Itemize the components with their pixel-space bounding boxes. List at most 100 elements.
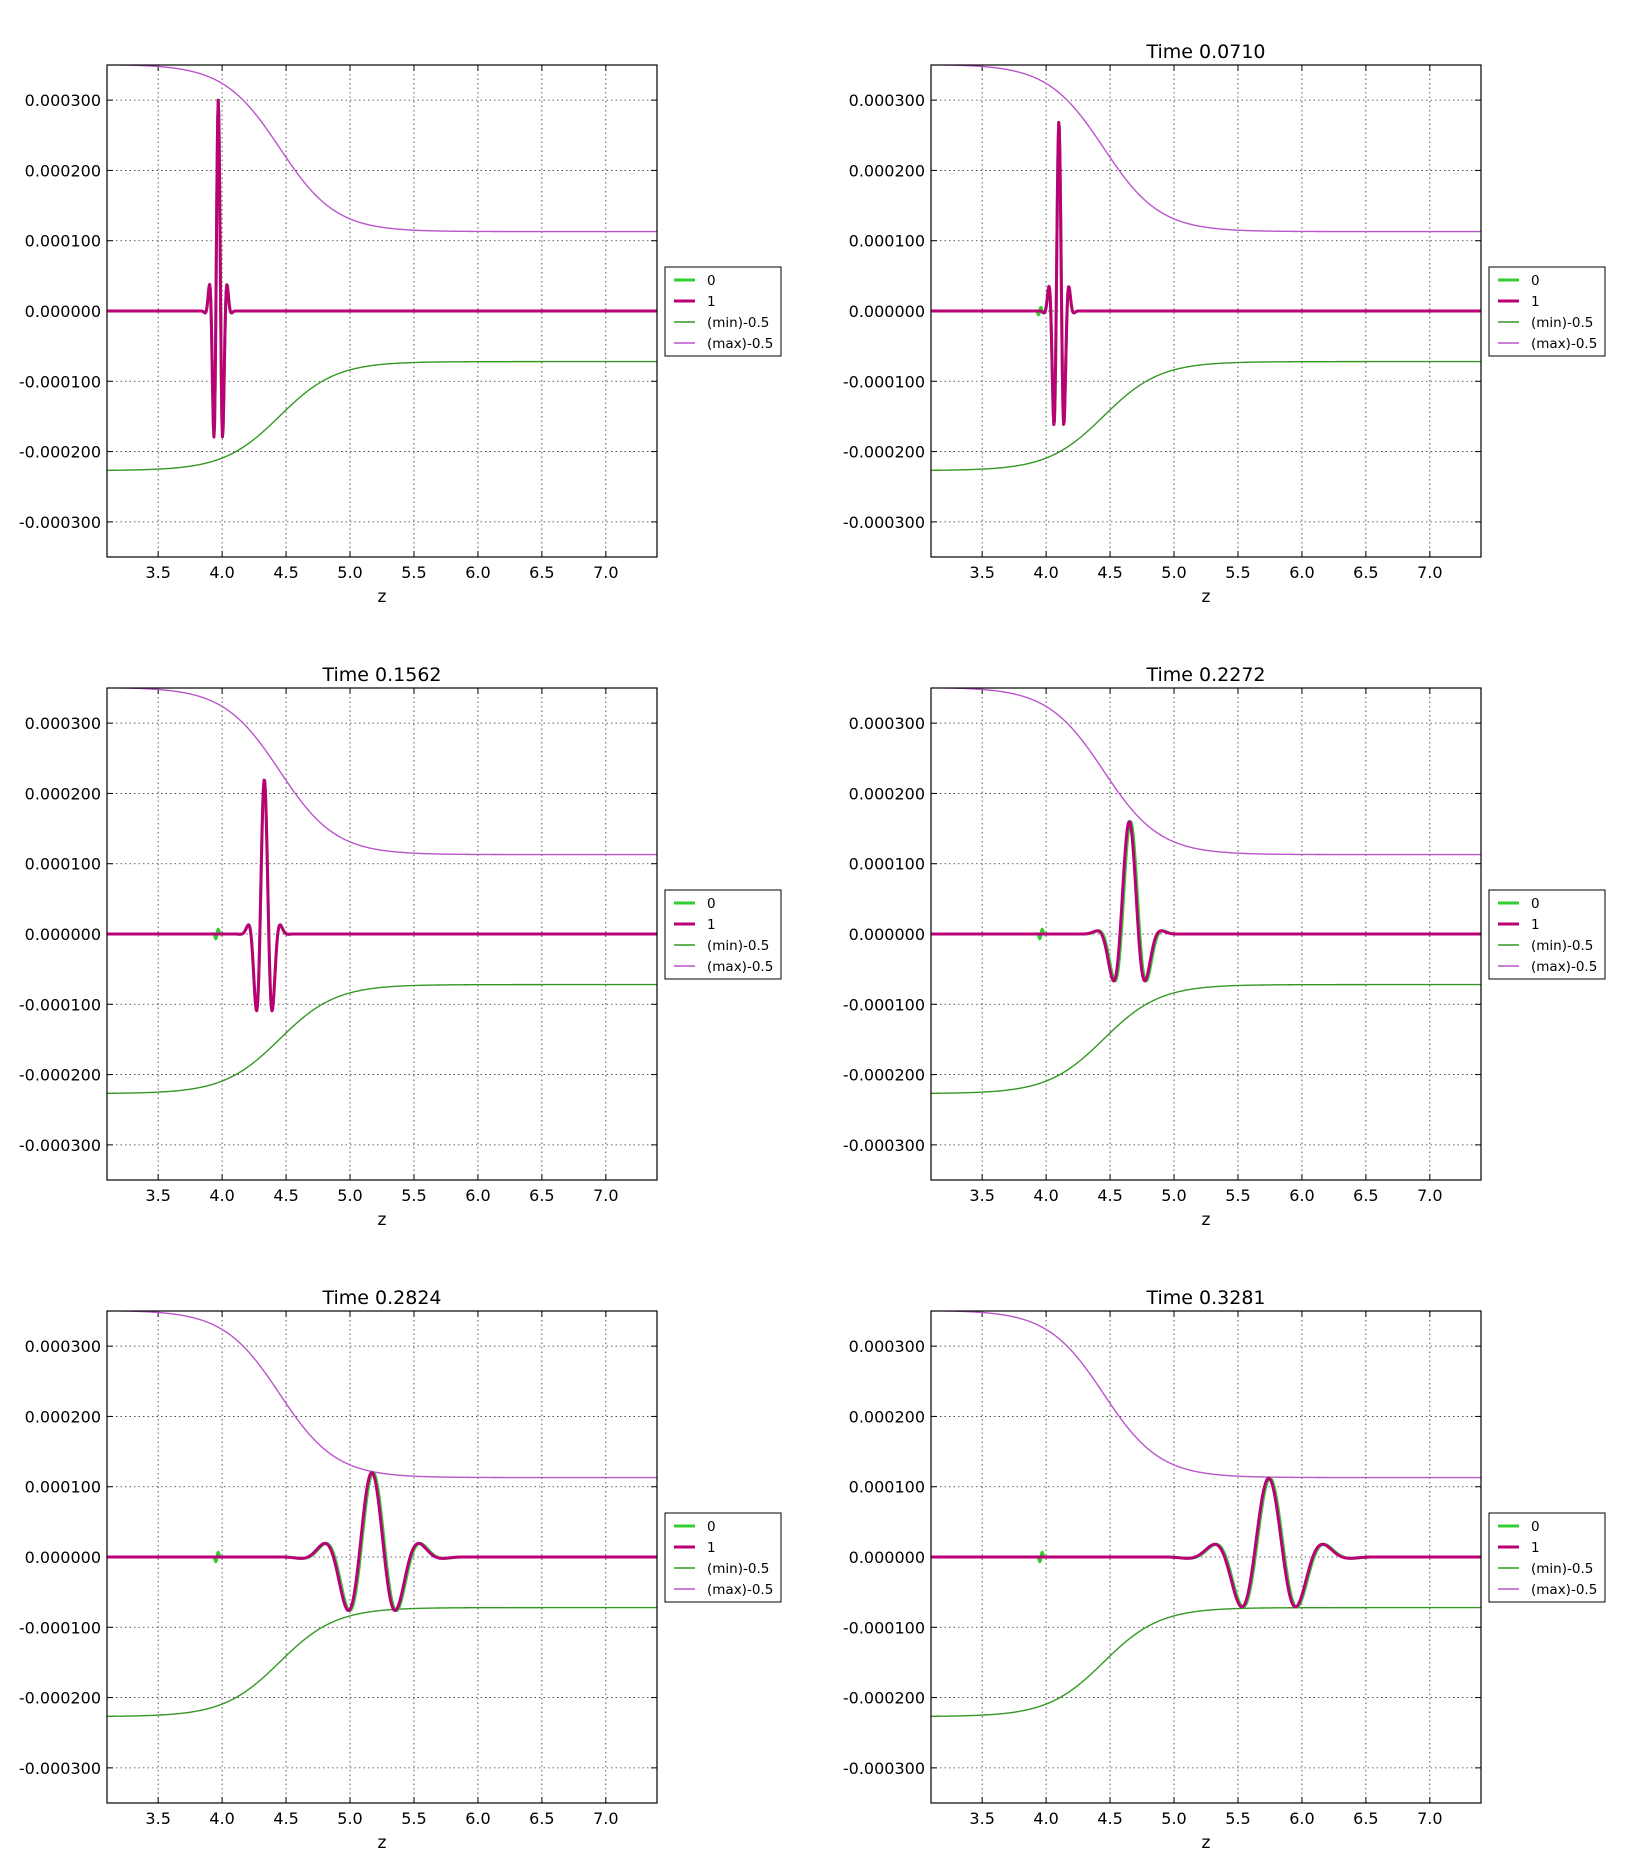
chart-panel-1: 3.5 4.0 4.5 5.0 5.5 6.0 6.5 7.0 0.000300 0.000200… [19,64,782,607]
legend: 0 1 (min)-0.5 (max)-0.5 [1488,266,1606,357]
y-tick-label: -0.000100 [843,372,925,391]
axes-frame [106,687,658,1181]
x-axis-label: z [1202,587,1211,607]
x-tick-label: 5.5 [1225,1809,1250,1828]
legend-label: (min)-0.5 [707,1561,769,1577]
x-tick-label: 7.0 [593,563,618,582]
legend-label: (min)-0.5 [707,938,769,954]
x-axis-label: z [378,1210,387,1230]
x-tick-label: 4.0 [1033,1809,1058,1828]
x-tick-label: 5.5 [401,1186,426,1205]
x-tick-label: 4.5 [273,1809,298,1828]
axes-frame [106,64,658,558]
x-tick-label: 4.5 [273,1186,298,1205]
legend-box [1488,1512,1606,1603]
chart-panel-6: 3.5 4.0 4.5 5.0 5.5 6.0 6.5 7.0 0.000300 0.000200… [843,1287,1606,1853]
chart-panel-3: 3.5 4.0 4.5 5.0 5.5 6.0 6.5 7.0 0.000300 0.000200… [19,664,782,1230]
x-tick-label: 5.0 [337,563,362,582]
y-tick-label: -0.000200 [19,443,101,462]
x-tick-label: 6.0 [465,563,490,582]
x-tick-label: 5.0 [337,1186,362,1205]
x-axis-label: z [378,587,387,607]
x-tick-label: 5.0 [1161,1186,1186,1205]
x-tick-label: 5.0 [337,1809,362,1828]
y-tick-label: 0.000200 [25,161,101,180]
legend-label: (max)-0.5 [1531,1582,1597,1598]
legend-box [1488,889,1606,980]
legend-label: 1 [707,294,716,310]
chart-title: Time 0.0710 [1145,41,1265,63]
x-tick-label: 4.0 [209,1186,234,1205]
chart-title: Time 0.2824 [321,1287,441,1309]
x-tick-label: 6.5 [1353,1809,1378,1828]
x-tick-label: 4.0 [1033,1186,1058,1205]
y-tick-label: -0.000200 [843,1066,925,1085]
y-tick-label: -0.000100 [19,1618,101,1637]
axes-frame [930,64,1482,558]
legend: 0 1 (min)-0.5 (max)-0.5 [1488,1512,1606,1603]
legend-label: 0 [707,1519,716,1535]
legend: 0 1 (min)-0.5 (max)-0.5 [664,889,782,980]
x-tick-label: 5.0 [1161,1809,1186,1828]
y-tick-label: 0.000300 [849,714,925,733]
chart-title: Time 0.1562 [321,664,441,686]
x-tick-label: 4.0 [209,563,234,582]
y-tick-label: 0.000100 [849,1478,925,1497]
x-axis-label: z [1202,1833,1211,1853]
legend-box [664,889,782,980]
axes-frame [930,1310,1482,1804]
x-tick-label: 7.0 [1417,1809,1442,1828]
y-tick-label: 0.000100 [25,232,101,251]
y-tick-label: -0.000100 [843,995,925,1014]
y-tick-label: -0.000200 [19,1689,101,1708]
y-tick-label: 0.000000 [25,925,101,944]
x-tick-label: 3.5 [145,1809,170,1828]
legend-label: 0 [1531,1519,1540,1535]
x-axis-label: z [378,1833,387,1853]
legend: 0 1 (min)-0.5 (max)-0.5 [1488,889,1606,980]
series-line-1 [931,1476,1481,1609]
legend-label: 1 [1531,294,1540,310]
legend-label: 0 [1531,896,1540,912]
y-tick-label: -0.000300 [843,1759,925,1778]
y-tick-label: 0.000000 [25,1548,101,1567]
x-tick-label: 6.0 [1289,1809,1314,1828]
x-tick-label: 6.5 [1353,563,1378,582]
x-tick-label: 5.5 [401,563,426,582]
x-tick-label: 3.5 [969,1809,994,1828]
series-line-1 [931,120,1481,427]
y-tick-label: 0.000100 [25,1478,101,1497]
series-line-(max)-0.5 [931,65,1481,233]
legend-label: 0 [707,273,716,289]
x-tick-label: 7.0 [593,1809,618,1828]
x-tick-label: 3.5 [969,563,994,582]
legend-label: (max)-0.5 [1531,336,1597,352]
x-tick-label: 4.0 [209,1809,234,1828]
series-line-(min)-0.5 [931,1606,1481,1718]
legend-label: 0 [707,896,716,912]
x-tick-label: 4.5 [1097,563,1122,582]
x-tick-label: 6.5 [529,1809,554,1828]
legend-label: 1 [1531,917,1540,933]
legend-label: 1 [707,917,716,933]
legend-label: (max)-0.5 [707,336,773,352]
series-line-(max)-0.5 [107,65,657,233]
x-tick-label: 7.0 [593,1186,618,1205]
y-tick-label: 0.000000 [25,302,101,321]
series-line-1 [107,98,657,439]
legend-label: (max)-0.5 [707,959,773,975]
legend-box [1488,266,1606,357]
y-tick-label: 0.000300 [25,91,101,110]
legend-label: (min)-0.5 [707,315,769,331]
x-tick-label: 7.0 [1417,563,1442,582]
x-tick-label: 4.5 [1097,1186,1122,1205]
x-tick-label: 3.5 [145,1186,170,1205]
x-tick-label: 5.0 [1161,563,1186,582]
legend-label: 1 [707,1540,716,1556]
chart-panel-4: 3.5 4.0 4.5 5.0 5.5 6.0 6.5 7.0 0.000300 0.000200… [843,664,1606,1230]
x-tick-label: 6.0 [1289,1186,1314,1205]
series-line-(min)-0.5 [107,360,657,472]
x-tick-label: 6.5 [529,563,554,582]
y-tick-label: 0.000000 [849,1548,925,1567]
